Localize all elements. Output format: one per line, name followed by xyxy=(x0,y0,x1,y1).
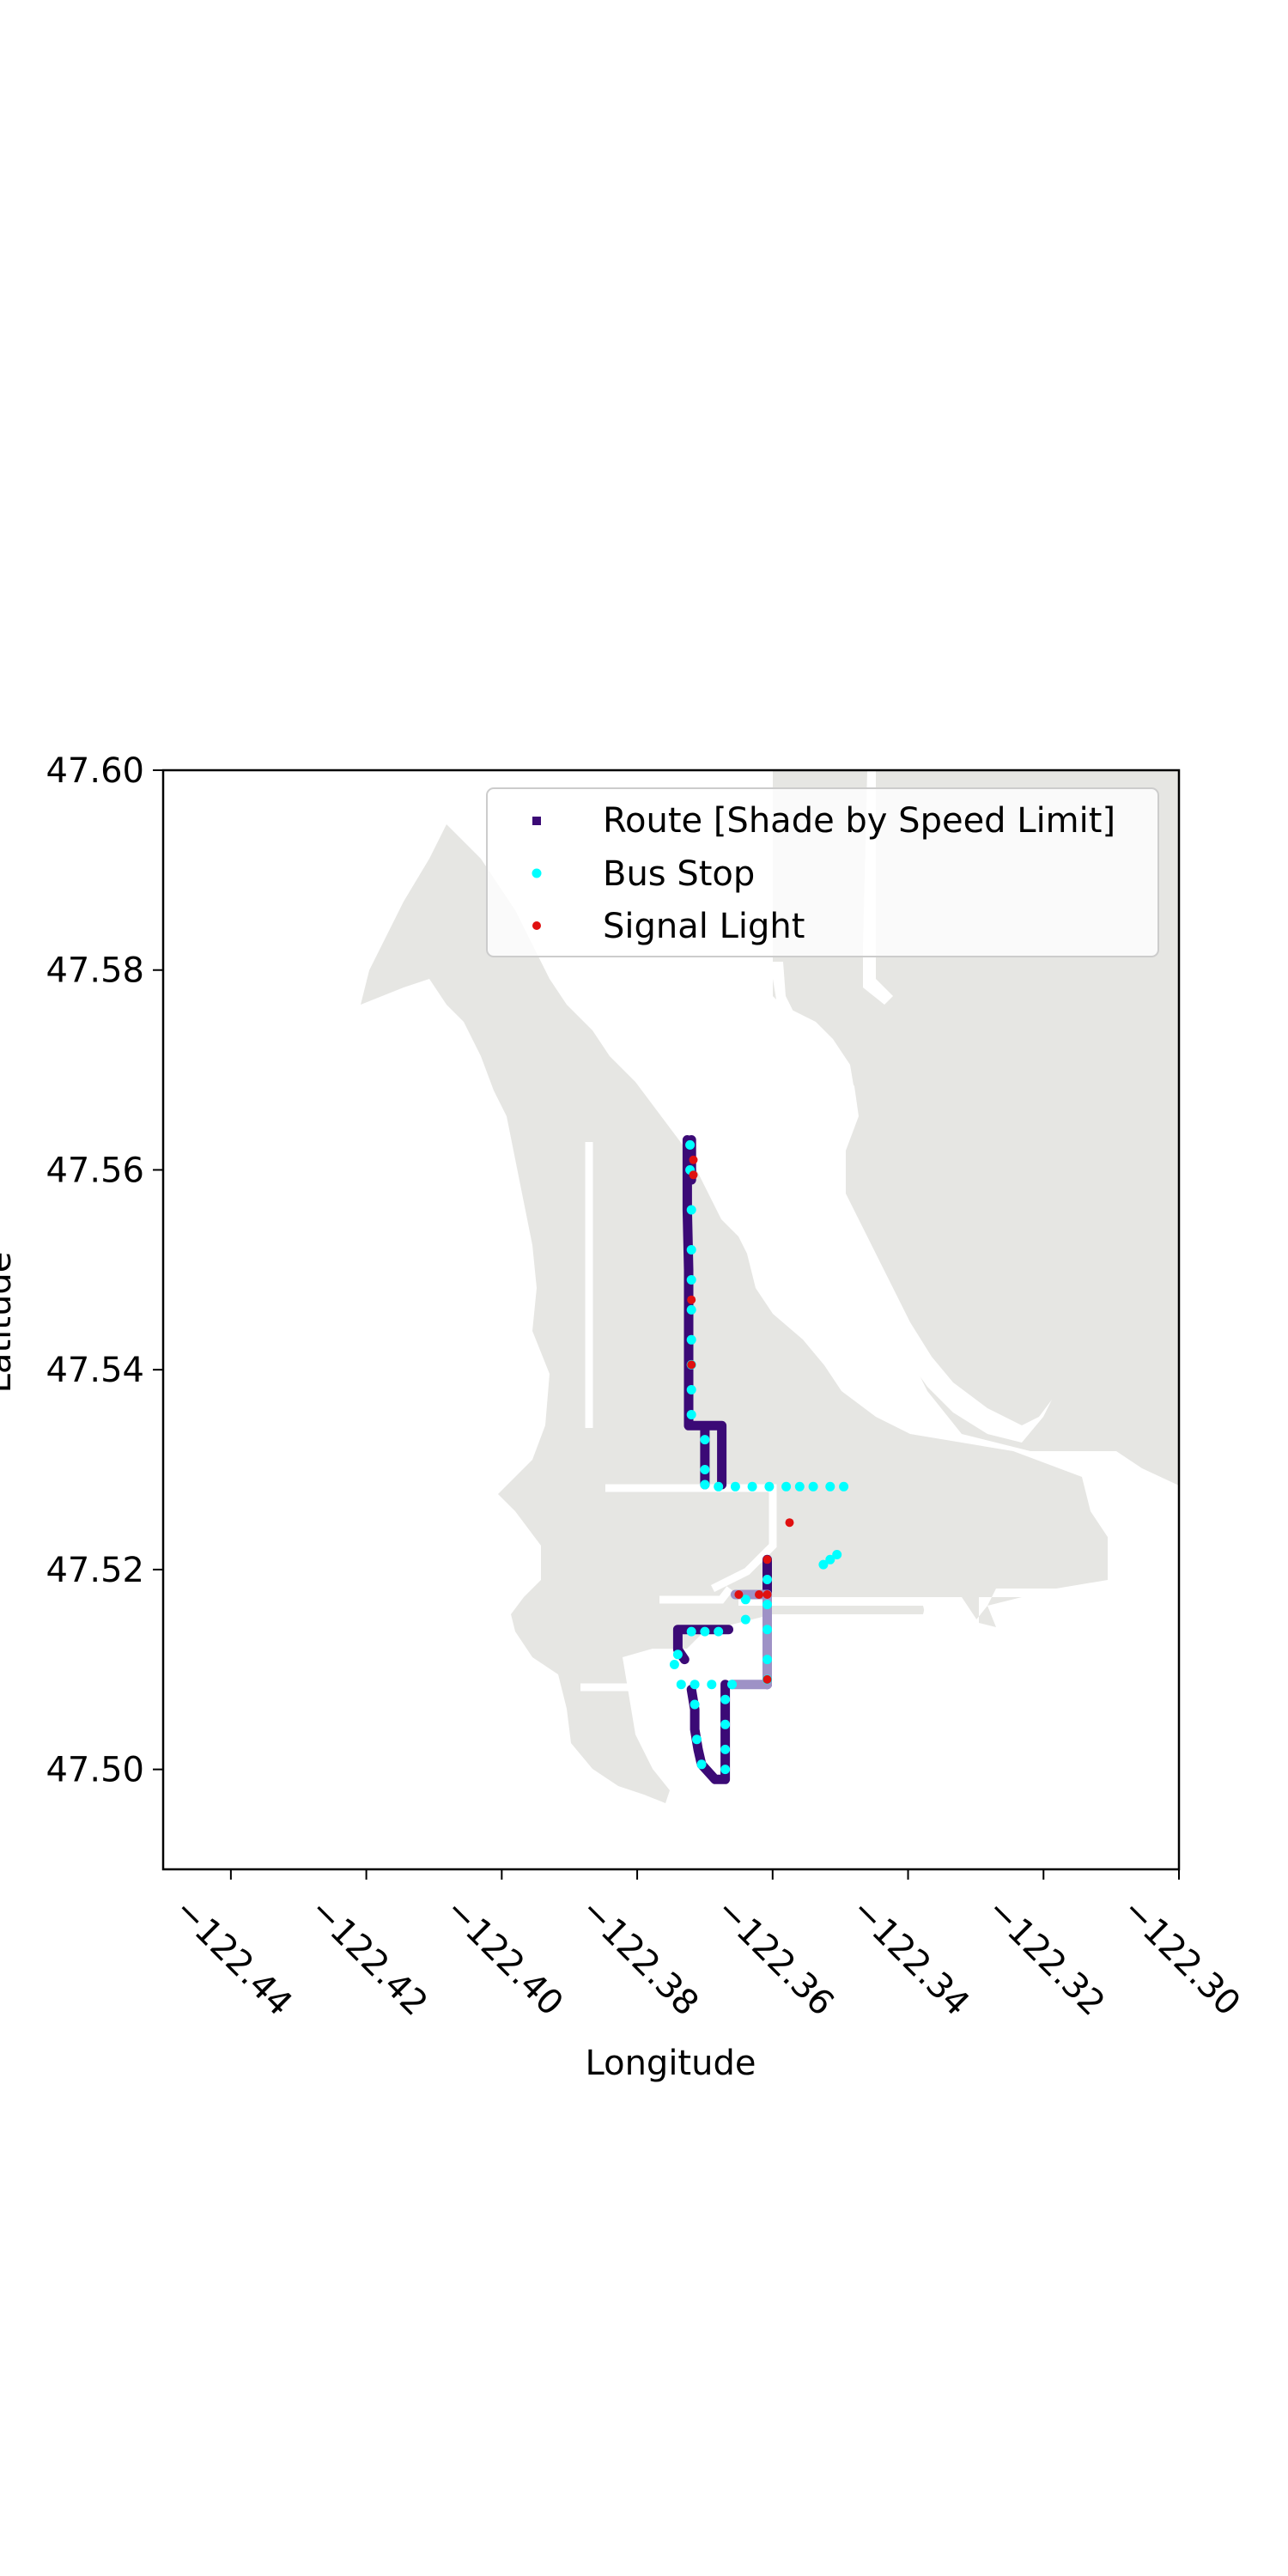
y-tick-label: 47.60 xyxy=(46,751,144,791)
signal-light-point xyxy=(689,1155,698,1164)
x-axis-label: Longitude xyxy=(586,2044,756,2083)
bus-stop-point xyxy=(685,1139,696,1150)
route-segment xyxy=(682,1135,727,1490)
bus-stop-point xyxy=(690,1680,700,1690)
bus-stop-point xyxy=(762,1600,772,1610)
bus-stop-point xyxy=(669,1660,679,1669)
signal-light-point xyxy=(762,1555,772,1564)
water-duwamish-south xyxy=(738,1589,1116,1631)
y-axis-label: Latitude xyxy=(0,1252,19,1394)
bus-stop-point xyxy=(762,1625,772,1635)
bus-stop-point xyxy=(714,1481,724,1492)
bus-stop-point xyxy=(700,1479,710,1490)
signal-light-point xyxy=(734,1590,744,1599)
signal-light-point xyxy=(687,1360,696,1370)
bus-stop-point xyxy=(696,1759,707,1770)
bus-stop-point xyxy=(762,1575,772,1584)
axes-frame xyxy=(161,769,1181,1871)
bus-stop-point xyxy=(690,1699,700,1710)
bus-stop-point xyxy=(740,1614,750,1625)
y-axis-ticks: 47.50 47.52 47.54 47.56 47.58 47.60 xyxy=(46,751,163,1790)
bus-stop-point xyxy=(686,1626,696,1637)
bus-stop-point xyxy=(720,1719,731,1729)
bus-stop-point xyxy=(686,1205,696,1215)
bus-stop-point xyxy=(825,1554,835,1564)
bus-stop-point xyxy=(686,1385,696,1394)
x-tick-label: −122.44 xyxy=(167,1891,300,2024)
bus-stop-point xyxy=(720,1765,731,1775)
bus-stop-point xyxy=(762,1655,772,1665)
bus-stop-point xyxy=(781,1481,792,1492)
bus-stop-point xyxy=(714,1626,724,1637)
x-tick-label: −122.40 xyxy=(437,1891,570,2024)
bus-stop-point xyxy=(818,1559,829,1570)
x-tick-label: −122.36 xyxy=(708,1891,841,2024)
waterway xyxy=(773,962,1052,1443)
x-tick-label: −122.34 xyxy=(843,1891,976,2024)
bus-stop-point xyxy=(825,1481,835,1492)
x-tick-label: −122.38 xyxy=(573,1891,706,2024)
bus-stop-point xyxy=(747,1481,757,1492)
bus-stop-point xyxy=(700,1435,710,1445)
bus-stop-point xyxy=(700,1465,710,1474)
x-axis-ticks: −122.44 −122.42 −122.40 −122.38 −122.36 −122.… xyxy=(167,1869,1248,2024)
bus-stop-point xyxy=(700,1626,710,1637)
bus-stop-point xyxy=(692,1735,702,1745)
bus-stop-point xyxy=(676,1680,686,1690)
waterway-inlet xyxy=(760,953,773,1030)
y-tick-label: 47.54 xyxy=(46,1351,144,1390)
signal-light-point xyxy=(762,1590,772,1599)
bus-stop-point xyxy=(740,1595,750,1605)
signal-light-point xyxy=(762,1674,772,1684)
signal-light-point xyxy=(785,1518,794,1528)
signal-light-point xyxy=(687,1295,696,1304)
x-tick-label: −122.30 xyxy=(1115,1891,1248,2024)
x-tick-label: −122.42 xyxy=(302,1891,435,2024)
y-tick-label: 47.58 xyxy=(46,951,144,991)
bus-stop-point xyxy=(686,1304,696,1315)
legend-route-label: Route [Shade by Speed Limit] xyxy=(603,801,1115,841)
x-tick-label: −122.32 xyxy=(979,1891,1112,2024)
bus-stop-point xyxy=(794,1481,805,1492)
bus-stop-layer xyxy=(669,1139,849,1775)
legend-bus-stop-marker xyxy=(532,868,542,878)
legend: Route [Shade by Speed Limit] Bus Stop Si… xyxy=(486,787,1159,957)
signal-light-point xyxy=(755,1590,763,1599)
bus-stop-point xyxy=(764,1481,775,1492)
bus-stop-point xyxy=(808,1481,818,1492)
route-segment xyxy=(686,1680,731,1784)
bus-stop-point xyxy=(839,1481,849,1492)
legend-signal-marker xyxy=(532,921,541,930)
legend-bus-stop-label: Bus Stop xyxy=(603,854,755,894)
bus-stop-point xyxy=(720,1744,731,1754)
land-west-seattle xyxy=(361,824,1108,1803)
bus-stop-point xyxy=(686,1410,696,1419)
bus-stop-point xyxy=(832,1550,842,1559)
bus-stop-point xyxy=(672,1649,683,1660)
legend-route-marker xyxy=(532,817,541,825)
bus-stop-point xyxy=(686,1334,696,1345)
road-segment xyxy=(659,1586,733,1604)
bus-stop-point xyxy=(720,1694,731,1704)
y-tick-label: 47.50 xyxy=(46,1751,144,1790)
bus-stop-point xyxy=(730,1481,740,1492)
signal-light-point xyxy=(689,1170,698,1180)
legend-box xyxy=(486,787,1159,957)
signal-light-layer xyxy=(687,1155,794,1684)
y-tick-label: 47.56 xyxy=(46,1151,144,1190)
legend-signal-label: Signal Light xyxy=(603,907,805,946)
bus-stop-point xyxy=(686,1275,696,1285)
route-segment xyxy=(727,1589,772,1690)
bus-stop-point xyxy=(727,1680,737,1690)
y-tick-label: 47.52 xyxy=(46,1551,144,1590)
bus-stop-point xyxy=(707,1680,717,1690)
bus-stop-point xyxy=(686,1245,696,1255)
